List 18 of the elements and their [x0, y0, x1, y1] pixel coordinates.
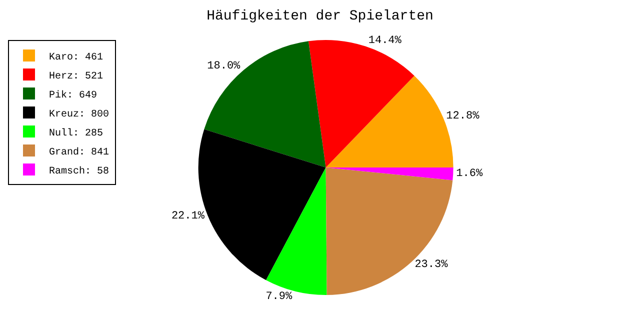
legend-label: Grand: 841	[49, 146, 110, 158]
legend-label: Karo: 461	[49, 52, 104, 64]
legend-label: Herz: 521	[49, 71, 104, 82]
pie-slice	[326, 168, 453, 295]
data-label: 7.9%	[266, 291, 292, 304]
legend-label: Pik: 649	[49, 89, 98, 102]
data-label: 23.3%	[414, 259, 448, 272]
data-label: 12.8%	[446, 110, 480, 123]
chart-title: Häufigkeiten der Spielarten	[206, 8, 434, 24]
legend-label: Ramsch: 58	[49, 165, 110, 178]
data-label: 18.0%	[207, 60, 241, 73]
data-label: 14.4%	[368, 34, 402, 47]
legend-label: Null: 285	[49, 127, 104, 140]
data-label: 1.6%	[456, 168, 483, 180]
pie-slice	[204, 41, 326, 168]
legend-label: Kreuz: 800	[49, 109, 110, 120]
data-label: 22.1%	[171, 210, 205, 223]
pie-slice	[326, 168, 454, 180]
